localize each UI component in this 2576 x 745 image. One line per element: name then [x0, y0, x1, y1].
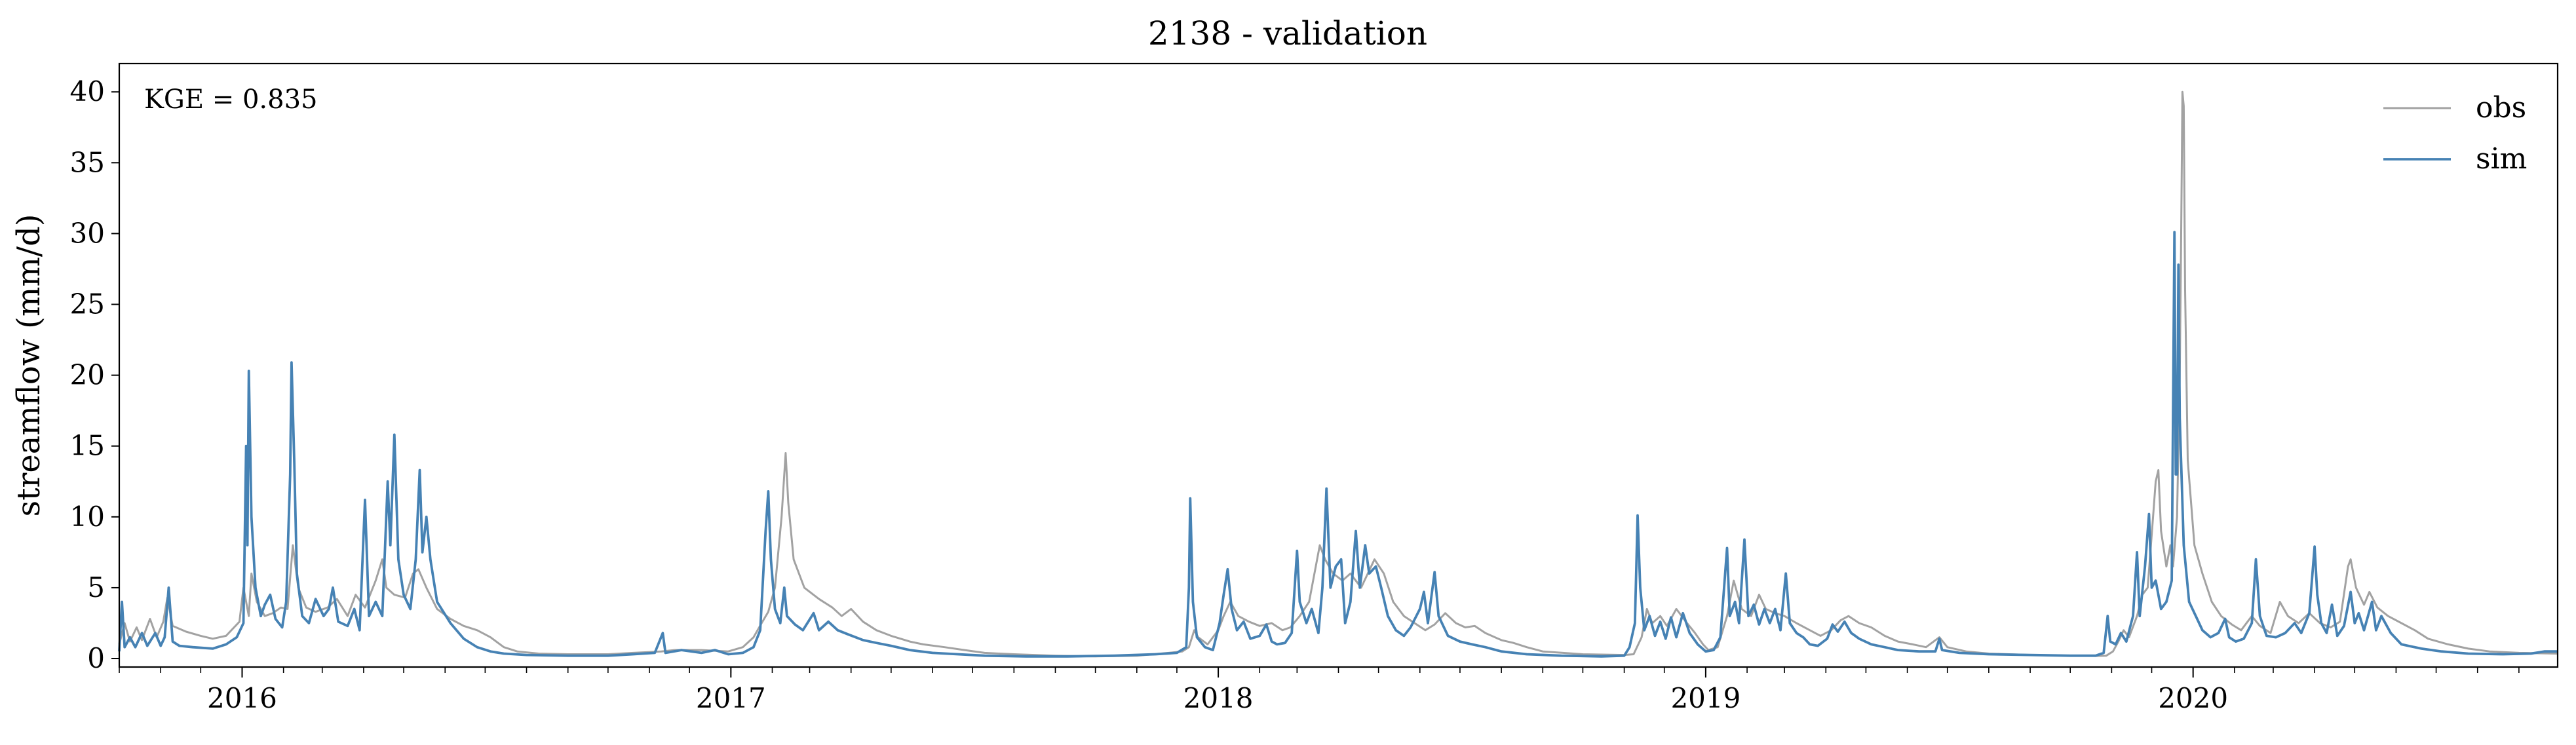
axis-ticks: 0 5 10 15 20 25 30 35 40 2016 2017 2018 2019 2020	[70, 75, 2520, 714]
plot-area: 0 5 10 15 20 25 30 35 40 2016 2017 2018 2019 2020	[70, 62, 2559, 714]
series-layer	[118, 90, 2558, 658]
x-tick-label: 2017	[696, 682, 766, 714]
plot-frame	[118, 62, 2559, 668]
series-line-sim	[118, 231, 2558, 658]
y-tick-label: 5	[87, 571, 105, 603]
y-tick-label: 35	[70, 146, 105, 178]
y-axis-label: streamflow (mm/d)	[10, 214, 47, 516]
chart-title: 2138 - validation	[1148, 14, 1427, 52]
legend: obs sim	[2383, 91, 2527, 176]
x-tick-label: 2019	[1670, 682, 1740, 714]
y-tick-label: 15	[70, 430, 105, 462]
x-tick-label: 2020	[2158, 682, 2228, 714]
y-tick-label: 40	[70, 75, 105, 107]
x-tick-label: 2018	[1183, 682, 1254, 714]
y-tick-label: 30	[70, 217, 105, 249]
series-line-obs	[118, 90, 2558, 658]
legend-label-obs: obs	[2476, 91, 2526, 124]
x-tick-label: 2016	[207, 682, 277, 714]
y-tick-label: 0	[87, 642, 105, 674]
y-tick-label: 25	[70, 288, 105, 320]
legend-label-sim: sim	[2476, 142, 2527, 176]
y-tick-label: 20	[70, 359, 105, 391]
kge-annotation: KGE = 0.835	[144, 85, 318, 115]
y-tick-label: 10	[70, 501, 105, 533]
